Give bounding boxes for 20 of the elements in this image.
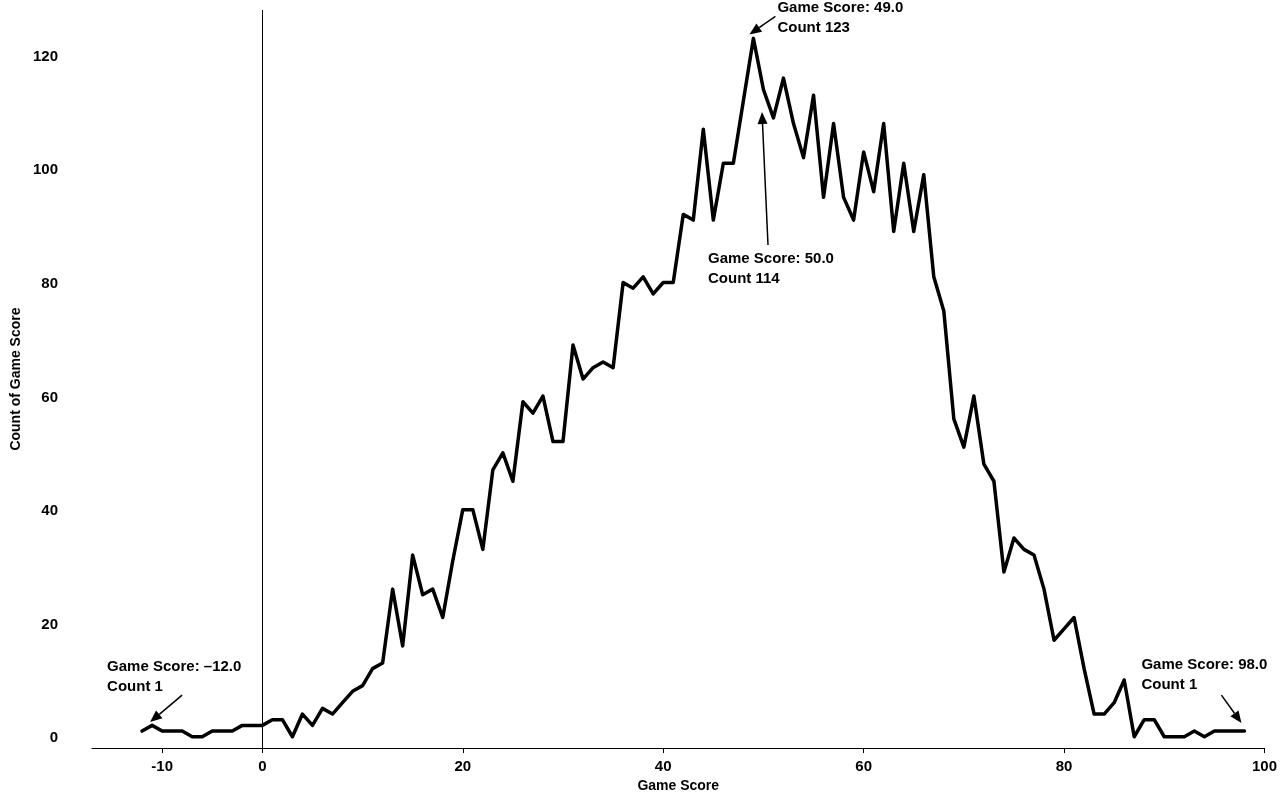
x-tick-label: 0 <box>258 757 267 775</box>
x-tick-label: 80 <box>1055 757 1073 775</box>
x-tick-label: 60 <box>855 757 872 775</box>
y-axis-title: Count of Game Score <box>7 307 23 451</box>
x-tick-label: 40 <box>654 757 672 775</box>
y-tick-label: 20 <box>41 614 58 632</box>
y-tick-label: 80 <box>41 274 58 292</box>
y-tick-label: 40 <box>41 501 58 519</box>
x-tick-label: 20 <box>454 757 472 775</box>
y-tick-label: 120 <box>32 46 58 64</box>
annotation: Game Score: –12.0 Count 1 <box>107 656 242 694</box>
y-tick-label: 0 <box>49 728 58 746</box>
y-tick-label: 100 <box>32 160 58 178</box>
x-tick-label: 100 <box>1251 757 1277 775</box>
annotation: Game Score: 50.0 Count 114 <box>708 248 834 286</box>
x-axis-title: Game Score <box>637 777 720 793</box>
annotation: Game Score: 49.0 Count 123 <box>777 0 904 35</box>
y-tick-label: 60 <box>41 387 58 405</box>
annotation: Game Score: 98.0 Count 1 <box>1141 654 1268 692</box>
x-tick-label: -10 <box>151 757 173 775</box>
